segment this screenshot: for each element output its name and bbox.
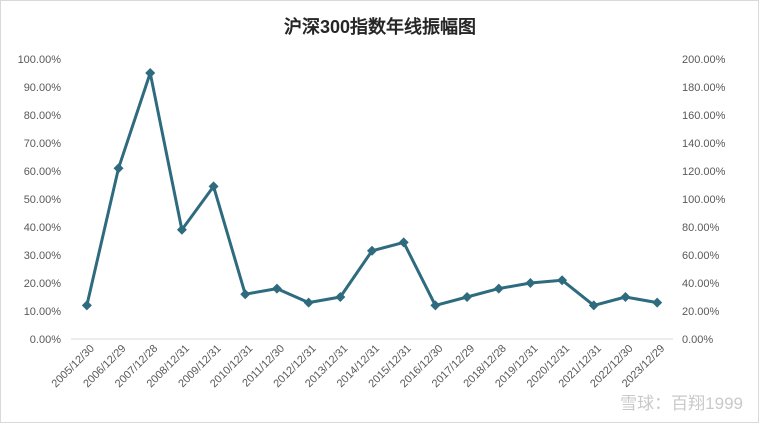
watermark: 雪球：百翔1999 xyxy=(620,394,743,413)
left-y-tick-label: 50.00% xyxy=(24,194,62,206)
left-y-tick-label: 100.00% xyxy=(18,54,62,66)
data-point-marker xyxy=(145,68,156,78)
left-y-tick-label: 80.00% xyxy=(24,110,62,122)
left-y-tick-label: 30.00% xyxy=(24,250,62,262)
data-point-marker xyxy=(208,181,219,192)
left-y-tick-label: 0.00% xyxy=(30,334,61,346)
data-point-marker xyxy=(303,297,314,308)
left-y-tick-label: 20.00% xyxy=(24,278,62,290)
right-y-tick-label: 80.00% xyxy=(682,222,720,234)
right-y-axis: 0.00% 20.00% 40.00% 60.00% 80.00% 100.00% 120.… xyxy=(682,54,726,346)
right-y-tick-label: 100.00% xyxy=(682,194,726,206)
right-y-tick-label: 0.00% xyxy=(682,334,713,346)
data-point-marker xyxy=(335,292,346,302)
series-line xyxy=(85,71,658,307)
data-point-marker xyxy=(652,297,663,308)
left-y-tick-label: 70.00% xyxy=(24,138,62,150)
data-point-marker xyxy=(113,163,124,174)
left-y-axis: 0.00% 10.00% 20.00% 30.00% 40.00% 50.00% 60.00… xyxy=(18,54,62,346)
right-y-tick-label: 60.00% xyxy=(682,250,720,262)
data-point-marker xyxy=(557,275,568,286)
data-point-marker xyxy=(271,283,282,294)
right-y-tick-label: 20.00% xyxy=(682,306,720,318)
data-point-marker xyxy=(240,289,251,300)
left-y-tick-label: 40.00% xyxy=(24,222,62,234)
data-point-marker xyxy=(462,292,473,302)
data-point-marker xyxy=(493,283,504,294)
data-point-marker xyxy=(176,224,187,235)
right-y-tick-label: 140.00% xyxy=(682,138,726,150)
left-y-tick-label: 90.00% xyxy=(24,82,62,94)
data-point-marker xyxy=(398,237,409,248)
right-y-tick-label: 160.00% xyxy=(682,110,726,122)
data-point-marker xyxy=(620,292,631,302)
chart-title: 沪深300指数年线振幅图 xyxy=(284,16,476,37)
right-y-tick-label: 40.00% xyxy=(682,278,720,290)
data-point-marker xyxy=(588,300,599,311)
right-y-tick-label: 200.00% xyxy=(682,54,726,66)
series-layer xyxy=(81,68,663,311)
left-y-tick-label: 10.00% xyxy=(24,306,62,318)
right-y-tick-label: 180.00% xyxy=(682,82,726,94)
data-point-marker xyxy=(367,245,377,256)
data-point-marker xyxy=(430,300,441,311)
data-point-marker xyxy=(81,300,92,311)
x-axis: 2005/12/302006/12/292007/12/282008/12/31… xyxy=(50,338,673,390)
left-y-tick-label: 60.00% xyxy=(24,166,62,178)
data-point-marker xyxy=(525,278,536,288)
right-y-tick-label: 120.00% xyxy=(682,166,726,178)
